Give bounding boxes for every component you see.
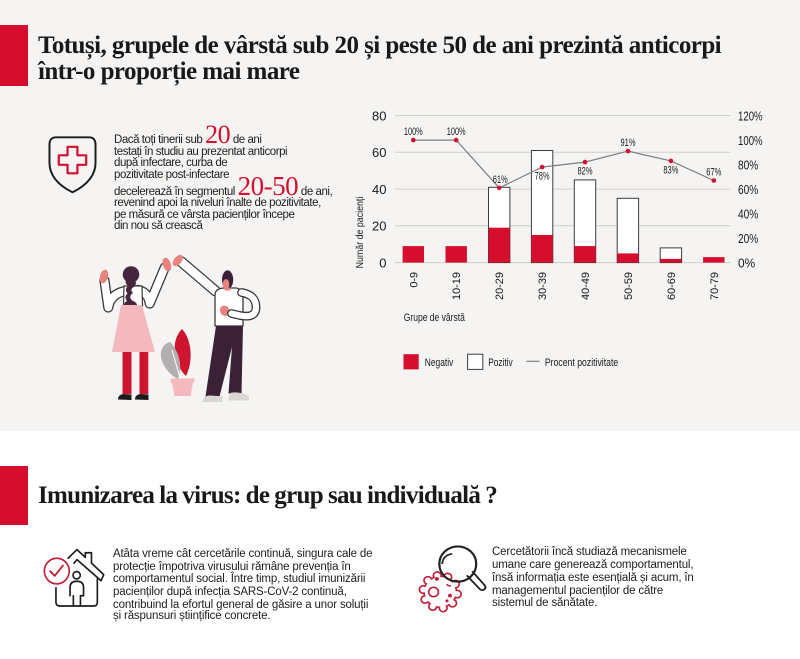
svg-text:Procent pozitivitate: Procent pozitivitate bbox=[545, 357, 618, 369]
svg-text:20-29: 20-29 bbox=[494, 272, 506, 300]
svg-text:100%: 100% bbox=[447, 126, 466, 138]
svg-text:40%: 40% bbox=[738, 206, 759, 221]
svg-text:Negativ: Negativ bbox=[425, 357, 454, 369]
svg-text:120%: 120% bbox=[738, 108, 763, 123]
svg-text:0-9: 0-9 bbox=[408, 272, 420, 288]
svg-text:Număr de pacienți: Număr de pacienți bbox=[354, 197, 366, 269]
svg-text:40-49: 40-49 bbox=[580, 272, 592, 300]
svg-text:83%: 83% bbox=[663, 164, 678, 176]
svg-text:60%: 60% bbox=[738, 182, 759, 197]
svg-text:82%: 82% bbox=[578, 166, 593, 178]
svg-text:0: 0 bbox=[379, 255, 386, 270]
svg-text:60-69: 60-69 bbox=[666, 272, 678, 300]
svg-text:80: 80 bbox=[372, 108, 386, 123]
svg-text:67%: 67% bbox=[706, 167, 721, 179]
svg-text:Pozitiv: Pozitiv bbox=[488, 357, 513, 369]
svg-text:80%: 80% bbox=[738, 157, 759, 172]
svg-text:0%: 0% bbox=[738, 255, 756, 270]
svg-text:78%: 78% bbox=[535, 171, 550, 183]
svg-text:30-39: 30-39 bbox=[537, 272, 549, 300]
svg-text:91%: 91% bbox=[621, 137, 636, 149]
svg-text:60: 60 bbox=[372, 145, 386, 160]
svg-text:40: 40 bbox=[372, 182, 386, 197]
svg-text:100%: 100% bbox=[738, 133, 763, 148]
svg-text:50-59: 50-59 bbox=[623, 272, 635, 300]
svg-text:10-19: 10-19 bbox=[451, 272, 463, 300]
svg-text:70-79: 70-79 bbox=[709, 272, 721, 300]
svg-text:Grupe de vârstă: Grupe de vârstă bbox=[404, 312, 466, 324]
svg-text:20: 20 bbox=[372, 219, 386, 234]
svg-text:20%: 20% bbox=[738, 231, 759, 246]
svg-text:100%: 100% bbox=[404, 126, 423, 138]
svg-text:61%: 61% bbox=[493, 174, 508, 186]
